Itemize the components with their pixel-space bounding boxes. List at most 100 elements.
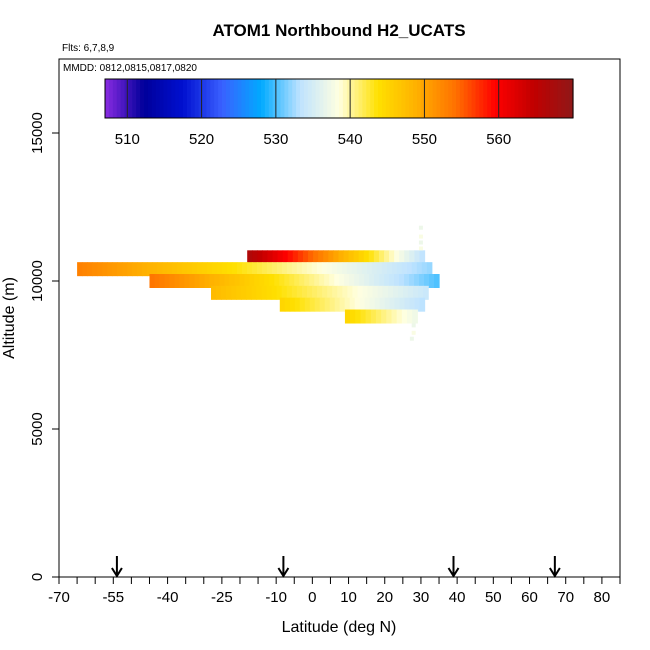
band-cell xyxy=(167,262,173,277)
band-cell xyxy=(286,262,293,277)
colorbar-segment xyxy=(510,79,516,118)
band-cell xyxy=(201,262,208,277)
band-cell xyxy=(419,274,425,288)
band-cell xyxy=(396,262,403,277)
x-tick-label: -70 xyxy=(48,589,70,606)
band-cell xyxy=(281,262,288,277)
band-cell xyxy=(409,250,416,265)
band-cell xyxy=(359,297,366,312)
band-cell xyxy=(182,262,188,277)
band-cell xyxy=(344,297,351,312)
colorbar-segment xyxy=(300,79,305,118)
band-cell xyxy=(344,274,350,288)
colorbar-segment xyxy=(167,79,172,118)
colorbar-segment xyxy=(249,79,254,118)
band-cell xyxy=(184,274,191,288)
band-cell xyxy=(251,262,258,277)
band-cell xyxy=(381,309,387,324)
colorbar-segment xyxy=(327,79,332,118)
data-point xyxy=(411,330,416,335)
band-cell xyxy=(406,262,413,277)
band-cell xyxy=(271,262,278,277)
band-cell xyxy=(357,285,364,300)
x-axis-label: Latitude (deg N) xyxy=(282,619,397,636)
colorbar-segment xyxy=(370,79,375,118)
colorbar-segment xyxy=(179,79,184,118)
x-tick-label: 80 xyxy=(594,589,611,606)
band-cell xyxy=(343,250,350,265)
colorbar-segment xyxy=(272,79,278,118)
band-cell xyxy=(246,285,253,300)
colorbar-segment xyxy=(444,79,449,118)
band-cell xyxy=(377,285,384,300)
band-cell xyxy=(394,297,401,312)
colorbar-segment xyxy=(245,79,250,118)
band-cell xyxy=(266,285,273,300)
band-cell xyxy=(294,297,301,312)
band-cell xyxy=(386,262,393,277)
colorbar-segment xyxy=(229,79,235,118)
colorbar-segment xyxy=(241,79,246,118)
x-tick-label: 30 xyxy=(413,589,430,606)
colorbar-segment xyxy=(354,79,360,118)
band-cell xyxy=(301,285,308,300)
band-cell xyxy=(354,297,361,312)
colorbar-tick-label: 550 xyxy=(412,131,437,148)
x-axis: -70 -55 -40 -25 -10 0 10 20 30 40 50 60 70 80 xyxy=(48,576,621,606)
colorbar-segment xyxy=(358,79,363,118)
band-cell xyxy=(374,297,381,312)
colorbar-segment xyxy=(257,79,262,118)
band-cell xyxy=(149,274,156,288)
colorbar-segment xyxy=(171,79,176,118)
y-axis: 0 5000 10000 15000 xyxy=(29,112,59,581)
band-cell xyxy=(355,309,362,324)
band-cell xyxy=(331,262,338,277)
colorbar-segment xyxy=(506,79,512,118)
colorbar-segment xyxy=(116,79,122,118)
band-cell xyxy=(341,262,348,277)
band-cell xyxy=(249,274,255,288)
band-cell xyxy=(337,285,343,300)
colorbar-segment xyxy=(471,79,477,118)
colorbar-segment xyxy=(541,79,547,118)
band-cell xyxy=(187,262,193,277)
band-cell xyxy=(401,262,408,277)
band-cell xyxy=(294,274,300,288)
band-cell xyxy=(394,274,400,288)
colorbar-segment xyxy=(323,79,328,118)
band-cell xyxy=(306,285,313,300)
band-cell xyxy=(342,285,348,300)
band-cell xyxy=(312,285,318,300)
band-cell xyxy=(371,262,378,277)
colorbar-segment xyxy=(159,79,165,118)
band-cell xyxy=(409,297,416,312)
band-cell xyxy=(97,262,103,277)
colorbar-segment xyxy=(413,79,418,118)
colorbar-segment xyxy=(198,79,204,118)
band-cell xyxy=(384,274,390,288)
band-cell xyxy=(209,274,215,288)
band-cell xyxy=(291,262,298,277)
band-cell xyxy=(316,262,323,277)
band-cell xyxy=(339,274,345,288)
data-bands xyxy=(77,250,440,324)
band-cell xyxy=(189,274,196,288)
colorbar-segment xyxy=(440,79,445,118)
colorbar-segment xyxy=(331,79,336,118)
band-cell xyxy=(356,262,363,277)
colorbar-segment xyxy=(335,79,340,118)
band-cell xyxy=(392,285,399,300)
band-cell xyxy=(424,274,430,288)
colorbar-segment xyxy=(163,79,168,118)
colorbar-segment xyxy=(147,79,153,118)
colorbar-segment xyxy=(218,79,223,118)
band-cell xyxy=(214,274,220,288)
band-cell xyxy=(314,297,321,312)
colorbar-tick-label: 540 xyxy=(338,131,363,148)
colorbar-segment xyxy=(288,79,293,118)
band-cell xyxy=(348,250,355,265)
band-cell xyxy=(391,309,398,324)
colorbar-segment xyxy=(155,79,161,118)
colorbar-segment xyxy=(105,79,110,118)
colorbar-segment xyxy=(378,79,383,118)
